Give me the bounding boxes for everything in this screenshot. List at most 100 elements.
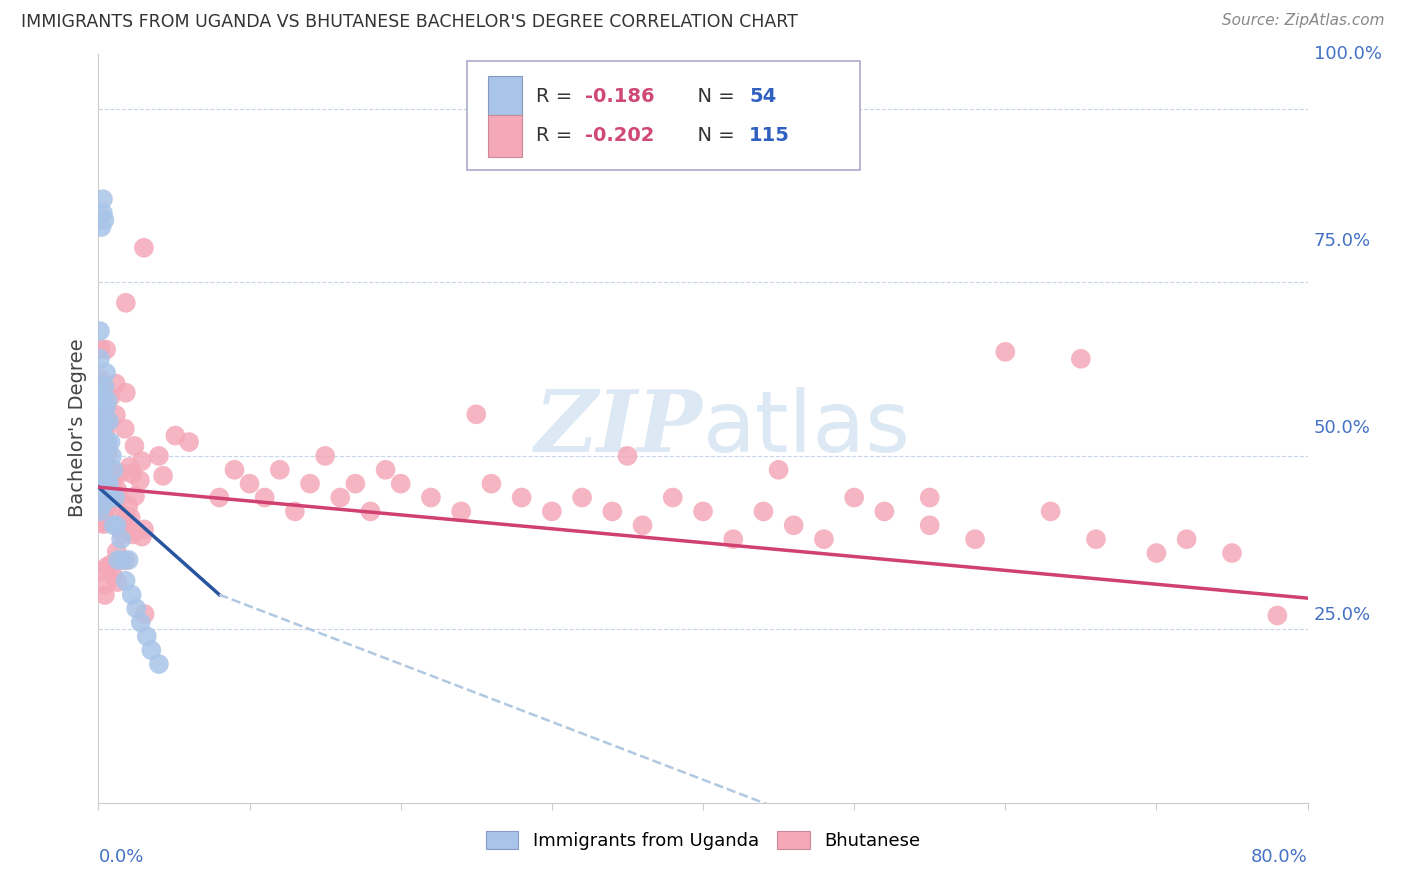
Point — [96, 560, 118, 574]
Point — [93, 379, 115, 393]
Text: N =: N = — [685, 87, 741, 106]
Point — [105, 544, 128, 558]
Point — [91, 515, 114, 529]
Point — [100, 391, 122, 405]
Point — [179, 435, 201, 450]
Point — [148, 657, 170, 671]
Point — [752, 504, 775, 518]
Text: 54: 54 — [749, 87, 776, 106]
Point — [91, 206, 114, 220]
Text: 25.0%: 25.0% — [1313, 607, 1371, 624]
Text: 50.0%: 50.0% — [1313, 419, 1371, 437]
Point — [96, 499, 118, 513]
Point — [783, 518, 806, 533]
Point — [299, 476, 322, 491]
Point — [132, 523, 155, 537]
Point — [89, 565, 111, 579]
FancyBboxPatch shape — [467, 61, 860, 169]
Point — [91, 458, 114, 472]
Point — [94, 578, 117, 592]
Point — [1144, 546, 1167, 560]
Point — [918, 491, 941, 505]
Text: 100.0%: 100.0% — [1313, 45, 1382, 62]
Point — [97, 414, 120, 428]
Point — [269, 463, 291, 477]
Point — [90, 449, 112, 463]
Point — [93, 419, 115, 434]
Point — [111, 527, 134, 541]
Text: 75.0%: 75.0% — [1313, 232, 1371, 250]
Point — [1085, 532, 1108, 546]
Point — [1267, 608, 1289, 623]
Point — [89, 379, 111, 393]
Point — [571, 491, 593, 505]
Point — [89, 476, 111, 491]
Point — [101, 449, 124, 463]
Point — [91, 426, 114, 441]
Point — [124, 439, 146, 453]
Point — [117, 499, 139, 513]
Point — [98, 414, 121, 428]
Point — [107, 490, 129, 504]
Point — [91, 449, 114, 463]
Point — [89, 491, 111, 505]
Point — [124, 489, 146, 503]
Point — [374, 463, 396, 477]
Point — [93, 483, 115, 498]
Point — [1175, 532, 1198, 546]
Text: -0.186: -0.186 — [585, 87, 654, 106]
Point — [114, 385, 136, 400]
Point — [89, 435, 111, 450]
Bar — [488, 76, 522, 117]
Point — [768, 463, 790, 477]
Point — [129, 615, 152, 630]
Point — [616, 449, 638, 463]
Point — [118, 460, 141, 475]
Point — [152, 468, 174, 483]
Point — [118, 553, 141, 567]
Point — [284, 504, 307, 518]
Point — [89, 324, 111, 338]
Point — [89, 430, 111, 444]
Point — [97, 476, 120, 491]
Point — [89, 515, 111, 529]
Point — [131, 454, 153, 468]
Point — [100, 491, 122, 505]
Point — [120, 510, 142, 524]
Point — [465, 407, 488, 421]
Text: ZIP: ZIP — [536, 386, 703, 470]
Y-axis label: Bachelor's Degree: Bachelor's Degree — [69, 339, 87, 517]
Point — [1220, 546, 1243, 560]
Point — [96, 476, 118, 491]
Point — [96, 435, 118, 450]
Point — [91, 498, 114, 512]
Point — [97, 480, 120, 494]
Point — [93, 404, 115, 418]
Point — [96, 469, 118, 483]
Point — [165, 428, 187, 442]
Point — [90, 219, 112, 234]
Point — [329, 491, 352, 505]
Point — [110, 466, 132, 480]
Point — [101, 473, 124, 487]
Point — [344, 476, 367, 491]
Text: 115: 115 — [749, 127, 790, 145]
Bar — [488, 115, 522, 157]
Point — [91, 393, 114, 408]
Point — [104, 408, 127, 422]
Point — [89, 342, 111, 356]
Point — [94, 435, 117, 450]
Point — [450, 504, 472, 518]
Point — [1039, 504, 1062, 518]
Point — [94, 343, 117, 357]
Point — [844, 491, 866, 505]
Point — [96, 393, 118, 408]
Point — [105, 503, 128, 517]
Point — [94, 476, 117, 491]
Point — [131, 530, 153, 544]
Point — [121, 527, 143, 541]
Point — [481, 476, 503, 491]
Point — [103, 518, 125, 533]
Point — [121, 588, 143, 602]
Point — [360, 504, 382, 518]
